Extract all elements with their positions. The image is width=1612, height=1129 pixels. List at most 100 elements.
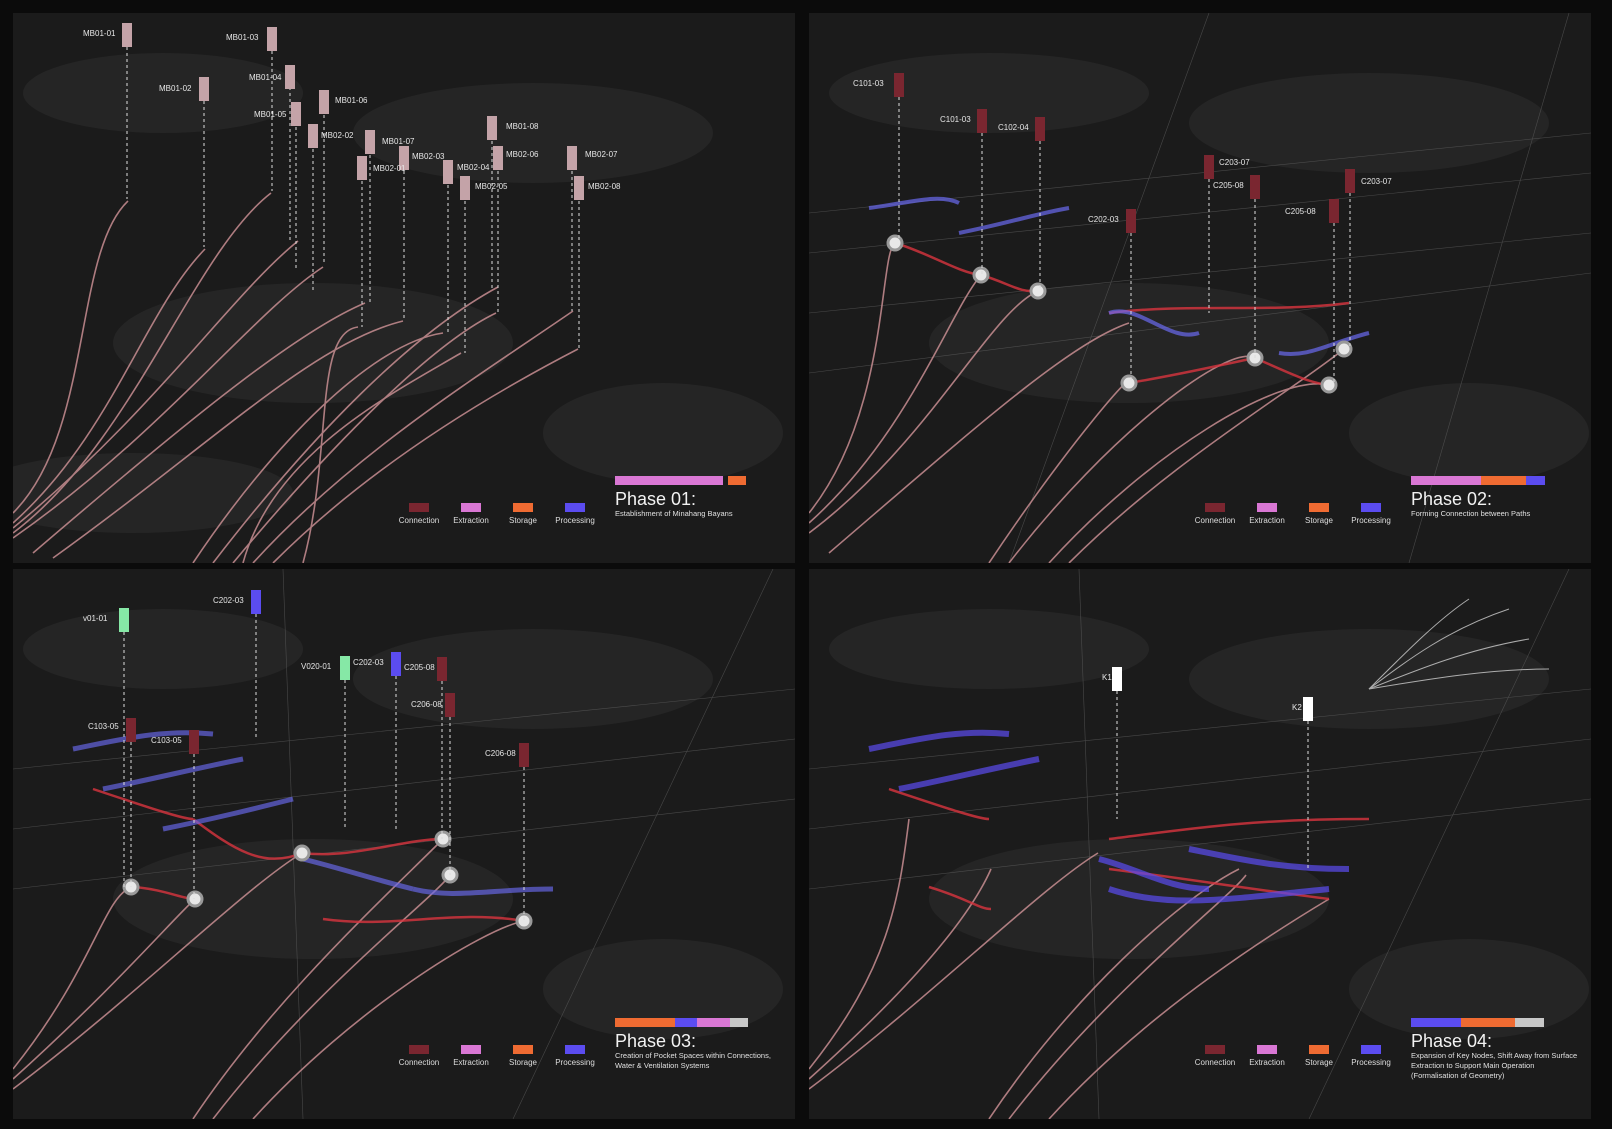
phase-01-map (13, 23, 783, 563)
legend-item-storage: Storage (1293, 1045, 1345, 1067)
tag-label: MB01-02 (159, 84, 192, 93)
tag-label: MB02-02 (321, 131, 354, 140)
legend-label: Storage (508, 1058, 538, 1067)
extraction-swatch (1257, 503, 1277, 512)
processing-segment (1526, 476, 1545, 485)
neutral-segment (730, 1018, 748, 1027)
phase-progress-bar (615, 1018, 748, 1027)
storage-swatch (513, 1045, 533, 1054)
tag-markers (122, 23, 584, 200)
phase-03-panel: v01-01 C202-03 V020-01 C202-03 C205-08 C… (13, 569, 795, 1119)
storage-segment (728, 476, 746, 485)
tag-label: C101-03 (853, 79, 884, 88)
processing-tubes (868, 196, 1370, 356)
legend-item-connection: Connection (1189, 1045, 1241, 1067)
processing-swatch (1361, 503, 1381, 512)
legend-label: Connection (1194, 516, 1236, 525)
phase-03-map (13, 569, 795, 1119)
legend-item-connection: Connection (393, 1045, 445, 1067)
processing-swatch (565, 503, 585, 512)
phase-02-panel: C101-03 C101-03 C102-04 C203-07 C205-08 … (809, 13, 1591, 563)
storage-swatch (1309, 1045, 1329, 1054)
connection-swatch (1205, 503, 1225, 512)
tag-label: MB02-07 (585, 150, 618, 159)
phase-title: Phase 04: (1411, 1031, 1493, 1051)
tag-label: C202-03 (1088, 215, 1119, 224)
tag-label: MB01-05 (254, 110, 287, 119)
legend-label: Processing (1351, 516, 1391, 525)
tag-label: MB02-04 (457, 163, 490, 172)
tag-label: v01-01 (83, 614, 108, 623)
tag-label: C102-04 (998, 123, 1029, 132)
tag-label: MB01-08 (506, 122, 539, 131)
tag-label: C205-08 (404, 663, 435, 672)
tag-label: C103-05 (151, 736, 182, 745)
phase-title: Phase 03: (615, 1031, 697, 1051)
tag-label: K2 (1292, 703, 1302, 712)
tag-label: C203-07 (1219, 158, 1250, 167)
legend-label: Extraction (453, 1058, 489, 1067)
phase-title: Phase 02: (1411, 489, 1493, 509)
tag-label: C206-08 (411, 700, 442, 709)
tag-label: C202-03 (213, 596, 244, 605)
tag-label: C205-08 (1213, 181, 1244, 190)
phase-subtitle: Creation of Pocket Spaces within Connect… (615, 1051, 771, 1070)
legend-label: Connection (1194, 1058, 1236, 1067)
phase-01-panel: MB01-01 MB01-02 MB01-03 MB01-04 MB01-05 … (13, 13, 795, 563)
legend-item-extraction: Extraction (445, 503, 497, 525)
tag-label: MB02-05 (475, 182, 508, 191)
neutral-segment (1515, 1018, 1544, 1027)
phase-progress-bar (1411, 1018, 1544, 1027)
tag-label: MB02-03 (412, 152, 445, 161)
legend-label: Extraction (453, 516, 489, 525)
phase-04-map (809, 569, 1591, 1119)
legend-label: Extraction (1249, 1058, 1285, 1067)
extraction-swatch (461, 1045, 481, 1054)
phase-04-panel: K1 K2 Connection Extraction Storage Proc… (809, 569, 1591, 1119)
legend-item-extraction: Extraction (445, 1045, 497, 1067)
legend-label: Storage (1304, 1058, 1334, 1067)
legend: Connection Extraction Storage Processing (393, 503, 601, 525)
tag-label: MB02-06 (506, 150, 539, 159)
tag-label: C203-07 (1361, 177, 1392, 186)
connection-swatch (409, 503, 429, 512)
processing-swatch (1361, 1045, 1381, 1054)
tag-label: C206-08 (485, 749, 516, 758)
legend-item-storage: Storage (497, 1045, 549, 1067)
tag-label: MB02-01 (373, 164, 406, 173)
phase-subtitle: Expansion of Key Nodes, Shift Away from … (1411, 1051, 1578, 1080)
legend-item-processing: Processing (549, 1045, 601, 1067)
storage-swatch (513, 503, 533, 512)
connection-swatch (1205, 1045, 1225, 1054)
legend-item-extraction: Extraction (1241, 503, 1293, 525)
legend-item-processing: Processing (1345, 1045, 1397, 1067)
mining-paths (13, 192, 579, 563)
tag-label: MB02-08 (588, 182, 621, 191)
processing-swatch (565, 1045, 585, 1054)
extraction-segment (1411, 476, 1481, 485)
leader-lines (126, 47, 580, 353)
cloud-texture (13, 53, 783, 533)
extraction-swatch (1257, 1045, 1277, 1054)
legend-item-processing: Processing (1345, 503, 1397, 525)
legend-label: Processing (555, 1058, 595, 1067)
tag-label: V020-01 (301, 662, 332, 671)
legend-label: Connection (398, 1058, 440, 1067)
extraction-segment (697, 1018, 730, 1027)
legend-label: Processing (555, 516, 595, 525)
storage-segment (1461, 1018, 1515, 1027)
extraction-swatch (461, 503, 481, 512)
inset-model (1368, 598, 1550, 690)
phase-subtitle: Establishment of Minahang Bayans (615, 509, 733, 518)
processing-segment (675, 1018, 697, 1027)
legend-label: Extraction (1249, 516, 1285, 525)
tag-label: MB01-07 (382, 137, 415, 146)
storage-swatch (1309, 503, 1329, 512)
tag-label: C205-08 (1285, 207, 1316, 216)
phase-subtitle: Forming Connection between Paths (1411, 509, 1531, 518)
legend-label: Storage (508, 516, 538, 525)
legend: Connection Extraction Storage Processing (1189, 503, 1397, 525)
legend: Connection Extraction Storage Processing (1189, 1045, 1397, 1067)
phase-title: Phase 01: (615, 489, 697, 509)
legend-item-extraction: Extraction (1241, 1045, 1293, 1067)
